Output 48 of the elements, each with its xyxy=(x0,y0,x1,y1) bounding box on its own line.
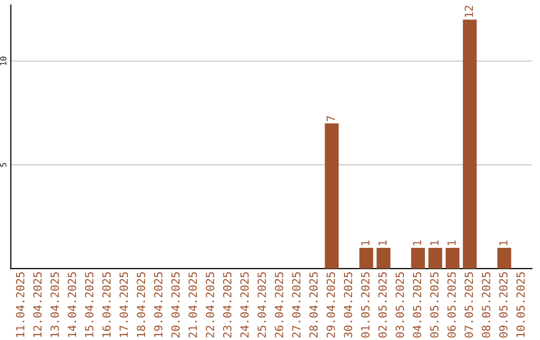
x-tick-label: 30.04.2025 xyxy=(344,272,352,338)
data-label: 7 xyxy=(326,116,335,122)
x-tick-label: 12.04.2025 xyxy=(33,272,42,337)
x-tick-label: 25.04.2025 xyxy=(258,272,266,338)
x-tick-label: 03.05.2025 xyxy=(396,272,404,338)
x-tick-label: 08.05.2025 xyxy=(482,272,490,338)
data-label: 1 xyxy=(413,240,422,246)
bar xyxy=(497,248,512,269)
x-tick-label: 27.04.2025 xyxy=(292,272,300,338)
data-label: 1 xyxy=(448,240,456,246)
x-tick-label: 22.04.2025 xyxy=(206,272,214,338)
x-tick-label: 21.04.2025 xyxy=(188,272,197,338)
x-tick-label: 15.04.2025 xyxy=(85,272,94,337)
x-tick-label: 01.05.2025 xyxy=(361,272,370,338)
x-tick-label: 17.04.2025 xyxy=(120,272,128,337)
x-tick-label: 19.04.2025 xyxy=(154,272,162,337)
x-tick-label: 20.04.2025 xyxy=(171,272,180,338)
bar xyxy=(359,248,374,269)
x-tick-label: 29.04.2025 xyxy=(326,272,335,338)
data-label: 1 xyxy=(378,240,387,246)
x-tick-label: 02.05.2025 xyxy=(378,272,387,338)
x-tick-label: 09.05.2025 xyxy=(499,272,508,338)
x-tick-label: 16.04.2025 xyxy=(102,272,111,337)
x-tick-label: 06.05.2025 xyxy=(447,272,456,338)
x-tick-label: 24.04.2025 xyxy=(240,272,249,338)
x-tick-label: 05.05.2025 xyxy=(430,272,439,338)
y-tick-label: 5 xyxy=(0,163,6,167)
data-label: 1 xyxy=(499,240,508,246)
bar xyxy=(324,123,339,269)
x-tick-label: 11.04.2025 xyxy=(16,272,24,337)
bar xyxy=(446,248,460,269)
bar xyxy=(428,248,442,269)
bar xyxy=(411,248,425,269)
x-tick-label: 18.04.2025 xyxy=(136,272,146,337)
bar xyxy=(376,248,390,269)
x-tick-label: 04.05.2025 xyxy=(412,272,422,338)
x-tick-label: 26.04.2025 xyxy=(274,272,284,338)
data-label: 1 xyxy=(430,240,438,246)
x-tick-label: 07.05.2025 xyxy=(464,272,474,338)
x-tick-label: 10.05.2025 xyxy=(516,272,525,337)
x-tick-label: 28.04.2025 xyxy=(309,272,318,338)
x-tick-label: 23.04.2025 xyxy=(223,272,232,338)
x-tick-label: 13.04.2025 xyxy=(50,272,59,337)
data-label: 12 xyxy=(464,6,473,17)
y-tick-label: 10 xyxy=(0,56,6,66)
bar xyxy=(462,20,477,269)
data-label: 1 xyxy=(361,240,370,246)
x-tick-label: 14.04.2025 xyxy=(68,272,76,337)
